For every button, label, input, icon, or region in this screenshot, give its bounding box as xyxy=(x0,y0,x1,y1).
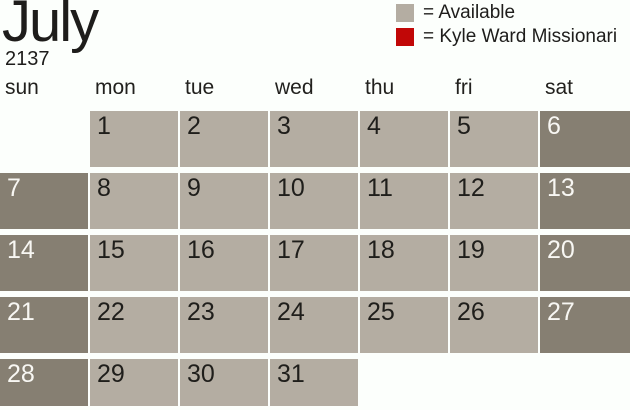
day-number: 8 xyxy=(97,174,111,202)
day-cell-empty xyxy=(540,359,630,406)
day-cell-30[interactable]: 30 xyxy=(180,359,268,406)
day-cell-5[interactable]: 5 xyxy=(450,111,538,167)
day-cell-20: 20 xyxy=(540,235,630,291)
day-cell-empty xyxy=(450,359,538,406)
day-number: 10 xyxy=(277,174,305,202)
day-cell-17[interactable]: 17 xyxy=(270,235,358,291)
day-cell-25[interactable]: 25 xyxy=(360,297,448,353)
day-number: 9 xyxy=(187,174,201,202)
day-number: 23 xyxy=(187,298,215,326)
day-number: 11 xyxy=(367,174,393,202)
week-row: 21 22 23 24 25 26 27 xyxy=(0,297,630,353)
legend-row: = Available xyxy=(396,3,630,23)
day-cell-1[interactable]: 1 xyxy=(90,111,178,167)
day-cell-3[interactable]: 3 xyxy=(270,111,358,167)
day-number: 31 xyxy=(277,360,305,388)
day-number: 28 xyxy=(7,360,35,388)
day-cell-22[interactable]: 22 xyxy=(90,297,178,353)
day-number: 5 xyxy=(457,112,471,140)
day-number: 7 xyxy=(7,174,21,202)
day-cell-11[interactable]: 11 xyxy=(360,173,448,229)
day-cell-empty xyxy=(360,359,448,406)
day-number: 25 xyxy=(367,298,395,326)
day-number: 15 xyxy=(97,236,125,264)
weekday-header-thu: thu xyxy=(365,76,395,99)
year-label: 2137 xyxy=(5,48,50,70)
day-number: 1 xyxy=(97,112,111,140)
day-cell-2[interactable]: 2 xyxy=(180,111,268,167)
week-row: 14 15 16 17 18 19 20 xyxy=(0,235,630,291)
day-number: 3 xyxy=(277,112,291,140)
day-cell-19[interactable]: 19 xyxy=(450,235,538,291)
day-cell-13: 13 xyxy=(540,173,630,229)
day-number: 20 xyxy=(547,236,575,264)
weekday-header-tue: tue xyxy=(185,76,215,99)
day-number: 14 xyxy=(7,236,35,264)
day-number: 26 xyxy=(457,298,485,326)
day-cell-12[interactable]: 12 xyxy=(450,173,538,229)
month-title: July xyxy=(2,0,99,54)
legend-label: = Available xyxy=(423,3,516,23)
legend-label: = Kyle Ward Missionari xyxy=(423,27,618,47)
day-cell-10[interactable]: 10 xyxy=(270,173,358,229)
day-cell-empty xyxy=(0,111,88,167)
day-cell-8[interactable]: 8 xyxy=(90,173,178,229)
day-cell-26[interactable]: 26 xyxy=(450,297,538,353)
day-cell-4[interactable]: 4 xyxy=(360,111,448,167)
day-number: 29 xyxy=(97,360,125,388)
day-cell-29[interactable]: 29 xyxy=(90,359,178,406)
day-cell-28: 28 xyxy=(0,359,88,406)
day-number: 17 xyxy=(277,236,305,264)
weekday-header-row: sun mon tue wed thu fri sat xyxy=(0,76,630,100)
weekday-header-fri: fri xyxy=(455,76,473,99)
day-cell-18[interactable]: 18 xyxy=(360,235,448,291)
day-number: 6 xyxy=(547,112,561,140)
day-cell-31[interactable]: 31 xyxy=(270,359,358,406)
day-cell-27: 27 xyxy=(540,297,630,353)
day-cell-6: 6 xyxy=(540,111,630,167)
day-cell-9[interactable]: 9 xyxy=(180,173,268,229)
day-number: 4 xyxy=(367,112,381,140)
weekday-header-wed: wed xyxy=(275,76,314,99)
available-swatch xyxy=(396,4,414,22)
day-cell-24[interactable]: 24 xyxy=(270,297,358,353)
day-number: 16 xyxy=(187,236,215,264)
day-number: 24 xyxy=(277,298,305,326)
day-number: 13 xyxy=(547,174,575,202)
legend: = Available = Kyle Ward Missionari xyxy=(396,3,630,51)
week-row: 7 8 9 10 11 12 13 xyxy=(0,173,630,229)
day-cell-23[interactable]: 23 xyxy=(180,297,268,353)
day-cell-15[interactable]: 15 xyxy=(90,235,178,291)
legend-row: = Kyle Ward Missionari xyxy=(396,27,630,47)
day-cell-16[interactable]: 16 xyxy=(180,235,268,291)
day-number: 12 xyxy=(457,174,485,202)
kyle-ward-missionaries-swatch xyxy=(396,28,414,46)
day-cell-14: 14 xyxy=(0,235,88,291)
day-number: 2 xyxy=(187,112,201,140)
week-row: 28 29 30 31 xyxy=(0,359,630,406)
day-number: 18 xyxy=(367,236,395,264)
calendar-grid: 1 2 3 4 5 6 7 8 9 10 11 12 13 14 15 16 17 18 19 20 21 22 23 24 2… xyxy=(0,111,630,406)
day-number: 27 xyxy=(547,298,575,326)
day-number: 22 xyxy=(97,298,125,326)
day-cell-7: 7 xyxy=(0,173,88,229)
day-cell-21: 21 xyxy=(0,297,88,353)
day-number: 19 xyxy=(457,236,485,264)
weekday-header-sat: sat xyxy=(545,76,574,99)
week-row: 1 2 3 4 5 6 xyxy=(0,111,630,167)
day-number: 30 xyxy=(187,360,215,388)
day-number: 21 xyxy=(7,298,35,326)
weekday-header-sun: sun xyxy=(5,76,39,99)
weekday-header-mon: mon xyxy=(95,76,136,99)
